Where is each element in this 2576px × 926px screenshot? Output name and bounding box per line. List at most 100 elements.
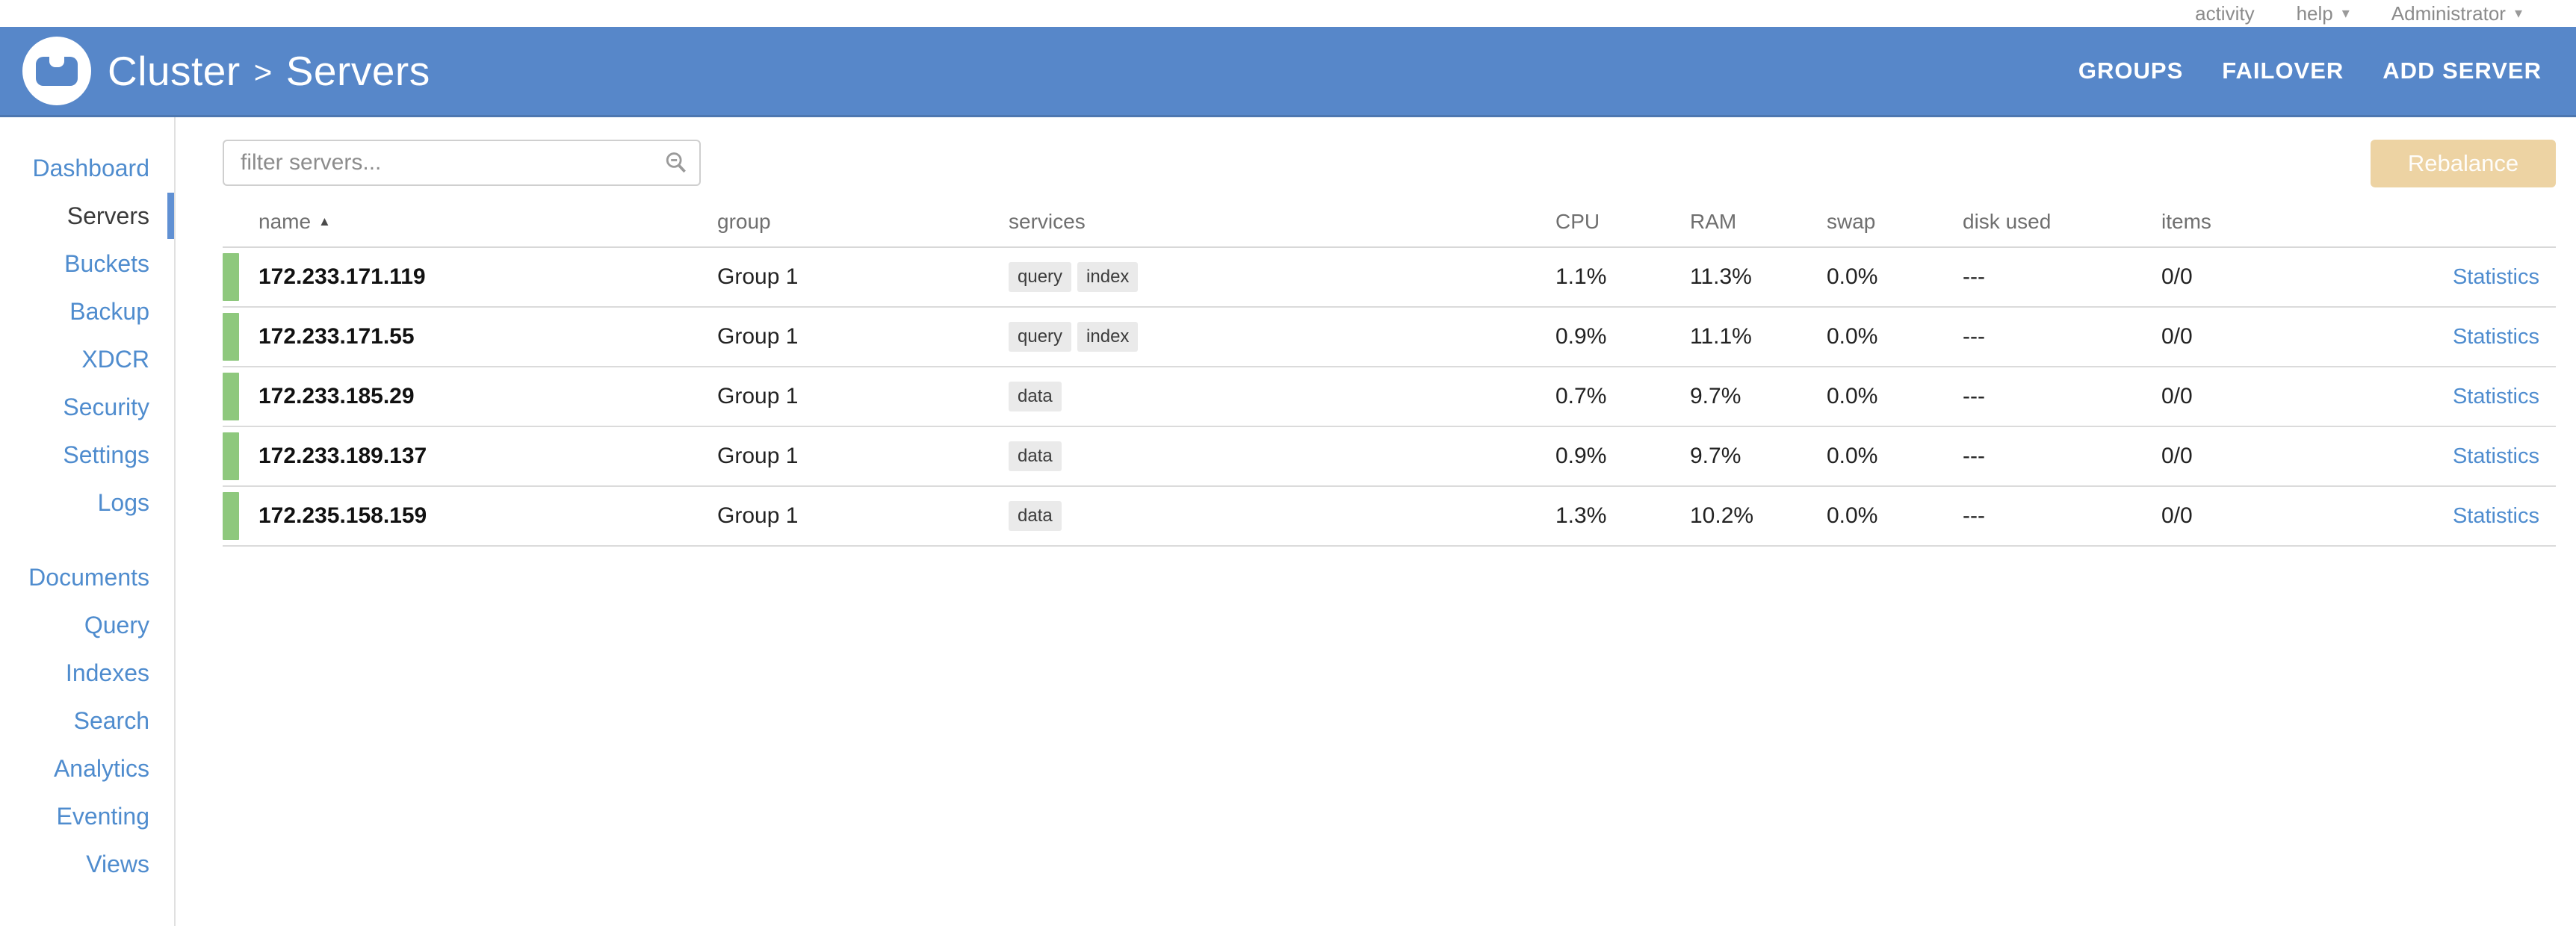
cell-cpu: 0.9%	[1555, 444, 1607, 468]
column-header-cpu[interactable]: CPU	[1555, 210, 1600, 233]
column-header-services[interactable]: services	[1009, 210, 1086, 233]
cell-cpu: 0.9%	[1555, 324, 1607, 349]
service-badge: data	[1009, 441, 1062, 471]
content: Dashboard Servers Buckets Backup XDCR Se…	[0, 117, 2576, 926]
sidebar-item-security[interactable]: Security	[63, 394, 149, 420]
table-header-row: name ▲ group services CPU RAM swap disk …	[223, 197, 2556, 248]
user-menu[interactable]: Administrator ▾	[2391, 2, 2522, 25]
help-label: help	[2296, 1, 2333, 25]
failover-button[interactable]: FAILOVER	[2222, 58, 2344, 84]
cell-items: 0/0	[2161, 384, 2193, 408]
sidebar-item-eventing[interactable]: Eventing	[56, 803, 149, 830]
sidebar-item-settings[interactable]: Settings	[63, 441, 149, 468]
table-row[interactable]: 172.233.171.55 Group 1 query index 0.9% …	[223, 308, 2556, 367]
activity-link[interactable]: activity	[2195, 2, 2254, 25]
table-row[interactable]: 172.233.185.29 Group 1 data 0.7% 9.7% 0.…	[223, 367, 2556, 427]
cell-swap: 0.0%	[1827, 264, 1878, 289]
statistics-link[interactable]: Statistics	[2452, 444, 2539, 468]
cell-ram: 9.7%	[1690, 444, 1741, 468]
cell-services: data	[1009, 382, 1555, 411]
statistics-link[interactable]: Statistics	[2452, 265, 2539, 289]
cell-services: data	[1009, 441, 1555, 471]
sidebar-item-indexes[interactable]: Indexes	[65, 659, 149, 686]
help-menu[interactable]: help ▾	[2297, 2, 2350, 25]
utility-bar: activity help ▾ Administrator ▾	[0, 0, 2576, 27]
table-row[interactable]: 172.233.171.119 Group 1 query index 1.1%…	[223, 248, 2556, 308]
sidebar-item-documents[interactable]: Documents	[28, 564, 149, 591]
cell-cpu: 1.3%	[1555, 503, 1607, 528]
cell-services: query index	[1009, 262, 1555, 292]
column-header-swap[interactable]: swap	[1827, 210, 1876, 233]
column-header-name[interactable]: name ▲	[239, 210, 717, 234]
server-health-bar	[223, 432, 239, 480]
cell-items: 0/0	[2161, 324, 2193, 349]
cell-group: Group 1	[717, 264, 799, 289]
user-label: Administrator	[2391, 1, 2506, 25]
cell-server-name: 172.235.158.159	[258, 503, 427, 528]
sidebar-item-backup[interactable]: Backup	[69, 298, 149, 325]
sidebar-item-query[interactable]: Query	[84, 612, 149, 638]
statistics-link[interactable]: Statistics	[2452, 385, 2539, 408]
cell-disk-used: ---	[1963, 444, 1985, 468]
sidebar-item-analytics[interactable]: Analytics	[53, 755, 149, 782]
cell-items: 0/0	[2161, 444, 2193, 468]
sidebar-item-views[interactable]: Views	[86, 851, 149, 877]
caret-down-icon: ▾	[2341, 5, 2350, 22]
cell-server-name: 172.233.189.137	[258, 444, 427, 468]
add-server-button[interactable]: ADD SERVER	[2383, 58, 2542, 84]
sidebar-item-servers[interactable]: Servers	[0, 192, 174, 240]
cell-services: data	[1009, 501, 1555, 531]
server-health-bar	[223, 253, 239, 301]
cell-items: 0/0	[2161, 503, 2193, 528]
statistics-link[interactable]: Statistics	[2452, 504, 2539, 528]
cell-disk-used: ---	[1963, 384, 1985, 408]
server-health-bar	[223, 313, 239, 361]
statistics-link[interactable]: Statistics	[2452, 325, 2539, 349]
app-header: Cluster > Servers GROUPS FAILOVER ADD SE…	[0, 27, 2576, 117]
search-icon	[666, 152, 686, 173]
table-row[interactable]: 172.235.158.159 Group 1 data 1.3% 10.2% …	[223, 487, 2556, 547]
brand: Cluster > Servers	[22, 37, 430, 105]
activity-label: activity	[2195, 1, 2255, 25]
cell-items: 0/0	[2161, 264, 2193, 289]
column-header-group[interactable]: group	[717, 210, 771, 233]
sidebar-item-xdcr[interactable]: XDCR	[81, 346, 149, 373]
filter-field	[223, 140, 701, 186]
sidebar-item-dashboard[interactable]: Dashboard	[32, 155, 149, 181]
cell-group: Group 1	[717, 384, 799, 408]
cell-services: query index	[1009, 322, 1555, 352]
server-actions-nav: GROUPS FAILOVER ADD SERVER	[2078, 58, 2542, 84]
cell-swap: 0.0%	[1827, 324, 1878, 349]
column-header-disk-used[interactable]: disk used	[1963, 210, 2052, 233]
service-badge: data	[1009, 382, 1062, 411]
cell-ram: 11.1%	[1690, 324, 1752, 349]
cell-disk-used: ---	[1963, 503, 1985, 528]
servers-toolbar: Rebalance	[223, 140, 2556, 187]
cell-server-name: 172.233.171.119	[258, 264, 426, 289]
sidebar-item-logs[interactable]: Logs	[97, 489, 149, 516]
cell-server-name: 172.233.171.55	[258, 324, 415, 349]
caret-down-icon: ▾	[2514, 5, 2522, 22]
column-header-items[interactable]: items	[2161, 210, 2211, 233]
service-badge: query	[1009, 262, 1072, 292]
rebalance-button[interactable]: Rebalance	[2371, 140, 2556, 187]
server-health-bar	[223, 373, 239, 420]
cell-ram: 11.3%	[1690, 264, 1752, 289]
cell-cpu: 1.1%	[1555, 264, 1607, 289]
sort-ascending-icon: ▲	[318, 214, 331, 229]
selected-indicator	[167, 193, 174, 239]
cell-group: Group 1	[717, 324, 799, 349]
groups-button[interactable]: GROUPS	[2078, 58, 2184, 84]
cell-swap: 0.0%	[1827, 384, 1878, 408]
sidebar-item-buckets[interactable]: Buckets	[64, 250, 149, 277]
couchbase-logo-icon	[22, 37, 91, 105]
column-header-ram[interactable]: RAM	[1690, 210, 1737, 233]
sidebar-item-search[interactable]: Search	[73, 707, 149, 734]
cell-group: Group 1	[717, 503, 799, 528]
table-row[interactable]: 172.233.189.137 Group 1 data 0.9% 9.7% 0…	[223, 427, 2556, 487]
sidebar: Dashboard Servers Buckets Backup XDCR Se…	[0, 117, 176, 926]
filter-servers-input[interactable]	[223, 140, 701, 186]
service-badge: query	[1009, 322, 1072, 352]
cell-disk-used: ---	[1963, 264, 1985, 289]
